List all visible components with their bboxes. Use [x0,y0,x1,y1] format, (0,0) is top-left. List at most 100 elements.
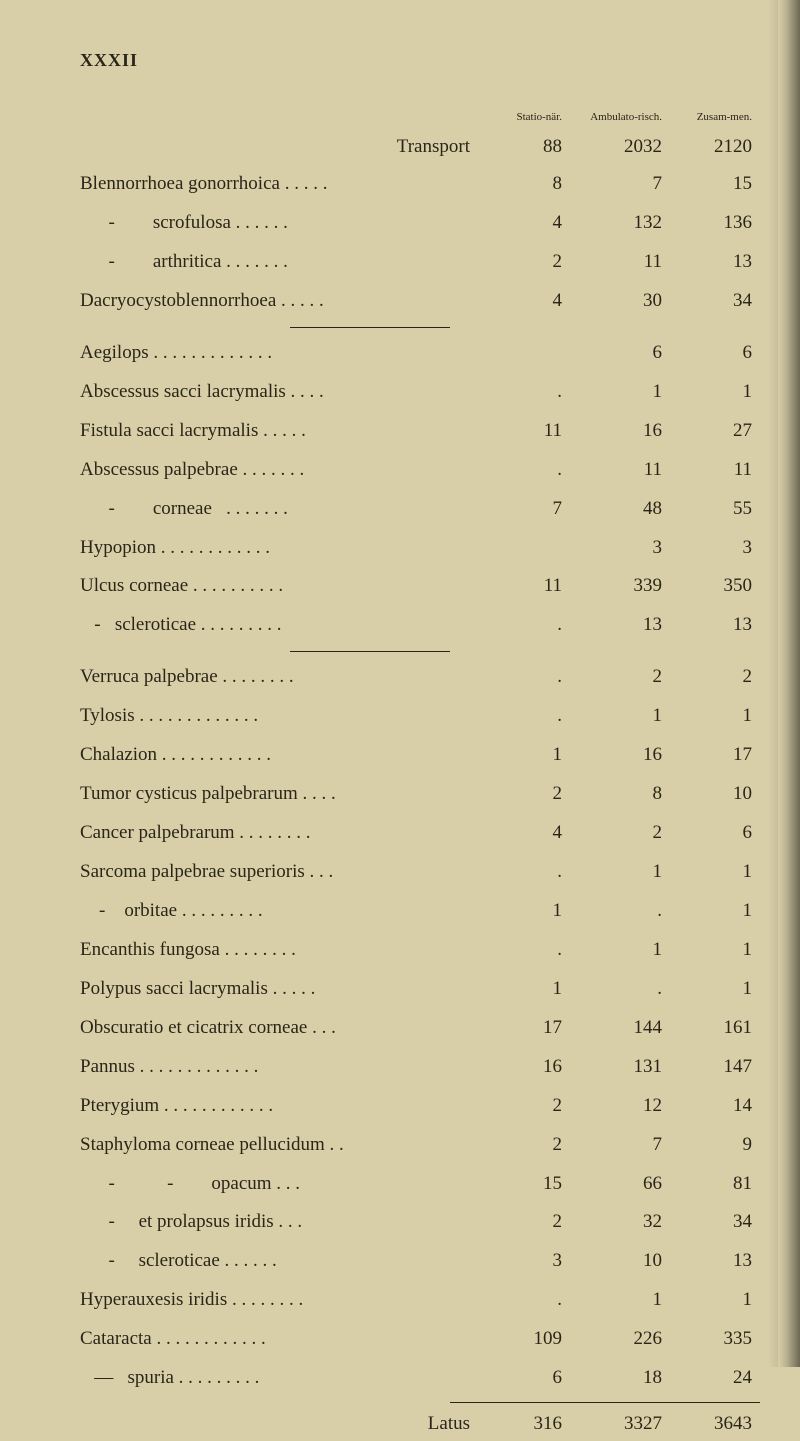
row-label: - scleroticae . . . . . . . . . [80,606,480,645]
table-section-2: Aegilops . . . . . . . . . . . . .66Absc… [80,334,760,646]
row-c3: 27 [670,412,760,451]
table-row: Chalazion . . . . . . . . . . . .11617 [80,736,760,775]
row-label: Hypopion . . . . . . . . . . . . [80,529,480,568]
row-c1: . [480,606,570,645]
row-label: Aegilops . . . . . . . . . . . . . [80,334,480,373]
table-row: Fistula sacci lacrymalis . . . . .111627 [80,412,760,451]
table-row: Abscessus palpebrae . . . . . . ..1111 [80,451,760,490]
row-c2: 32 [570,1203,670,1242]
row-c3: 136 [670,204,760,243]
table-section-3: Verruca palpebrae . . . . . . . ..22Tylo… [80,658,760,1398]
table-row: - scleroticae . . . . . . . . ..1313 [80,606,760,645]
row-c1: 4 [480,814,570,853]
row-c3: 1 [670,892,760,931]
row-c3: 11 [670,451,760,490]
table-section-1: Blennorrhoea gonorrhoica . . . . .8715 -… [80,165,760,321]
row-label: Abscessus palpebrae . . . . . . . [80,451,480,490]
table-row: Obscuratio et cicatrix corneae . . .1714… [80,1009,760,1048]
row-c1: 15 [480,1165,570,1204]
row-c3: 3 [670,529,760,568]
row-c3: 13 [670,1242,760,1281]
row-c2: 226 [570,1320,670,1359]
row-c3: 24 [670,1359,760,1398]
table-row: Tumor cysticus palpebrarum . . . .2810 [80,775,760,814]
row-c1: 2 [480,775,570,814]
table-row: Aegilops . . . . . . . . . . . . .66 [80,334,760,373]
column-headers: Statio-när. Ambulato-risch. Zusam-men. [80,111,760,123]
row-c3: 10 [670,775,760,814]
transport-c3: 2120 [670,129,760,165]
table-row: Abscessus sacci lacrymalis . . . ..11 [80,373,760,412]
table-row: Pterygium . . . . . . . . . . . .21214 [80,1087,760,1126]
row-c3: 17 [670,736,760,775]
row-c2: 144 [570,1009,670,1048]
row-c1: 2 [480,1126,570,1165]
row-c3: 55 [670,490,760,529]
row-c1: 1 [480,736,570,775]
row-label: Chalazion . . . . . . . . . . . . [80,736,480,775]
row-c1: . [480,373,570,412]
row-c2: 7 [570,165,670,204]
table-row: - et prolapsus iridis . . .23234 [80,1203,760,1242]
row-c2: 2 [570,814,670,853]
transport-row: Transport 88 2032 2120 [80,129,760,165]
row-c3: 9 [670,1126,760,1165]
table-row: Tylosis . . . . . . . . . . . . ..11 [80,697,760,736]
row-label: — spuria . . . . . . . . . [80,1359,480,1398]
row-c2: 1 [570,931,670,970]
row-c2: 339 [570,567,670,606]
row-c3: 34 [670,282,760,321]
row-label: Cataracta . . . . . . . . . . . . [80,1320,480,1359]
table-row: Dacryocystoblennorrhoea . . . . .43034 [80,282,760,321]
row-c2: 1 [570,697,670,736]
table-row: - orbitae . . . . . . . . .1.1 [80,892,760,931]
table-row: Encanthis fungosa . . . . . . . ..11 [80,931,760,970]
table-row: Cataracta . . . . . . . . . . . .1092263… [80,1320,760,1359]
row-c3: 1 [670,931,760,970]
row-c2: 6 [570,334,670,373]
row-c3: 147 [670,1048,760,1087]
row-c3: 13 [670,243,760,282]
row-label: Blennorrhoea gonorrhoica . . . . . [80,165,480,204]
row-c2: 1 [570,373,670,412]
row-c2: 10 [570,1242,670,1281]
row-c1: 8 [480,165,570,204]
row-c3: 13 [670,606,760,645]
transport-c1: 88 [480,129,570,165]
row-c1: 17 [480,1009,570,1048]
table-row: Hyperauxesis iridis . . . . . . . ..11 [80,1281,760,1320]
table-row: - arthritica . . . . . . .21113 [80,243,760,282]
table-row: Pannus . . . . . . . . . . . . .16131147 [80,1048,760,1087]
row-c2: 11 [570,451,670,490]
row-label: Staphyloma corneae pellucidum . . [80,1126,480,1165]
row-c1: 2 [480,243,570,282]
row-c1: 7 [480,490,570,529]
row-c1: . [480,931,570,970]
row-c2: 1 [570,1281,670,1320]
row-c2: 48 [570,490,670,529]
row-c1: 1 [480,970,570,1009]
row-c2: . [570,970,670,1009]
col-header-zusammen: Zusam-men. [670,111,760,123]
row-label: - scleroticae . . . . . . [80,1242,480,1281]
row-c1: 1 [480,892,570,931]
row-c2: 30 [570,282,670,321]
row-c2: 8 [570,775,670,814]
row-c3: 350 [670,567,760,606]
row-c2: . [570,892,670,931]
row-c1: . [480,853,570,892]
row-c2: 132 [570,204,670,243]
row-label: Tylosis . . . . . . . . . . . . . [80,697,480,736]
row-label: Fistula sacci lacrymalis . . . . . [80,412,480,451]
row-c2: 3 [570,529,670,568]
row-c1: . [480,658,570,697]
latus-c1: 316 [480,1407,570,1441]
row-label: Polypus sacci lacrymalis . . . . . [80,970,480,1009]
row-label: Abscessus sacci lacrymalis . . . . [80,373,480,412]
row-c1: 4 [480,282,570,321]
row-c1: 2 [480,1203,570,1242]
row-c3: 1 [670,697,760,736]
row-c1: 11 [480,567,570,606]
row-c1: 2 [480,1087,570,1126]
row-c1: 16 [480,1048,570,1087]
